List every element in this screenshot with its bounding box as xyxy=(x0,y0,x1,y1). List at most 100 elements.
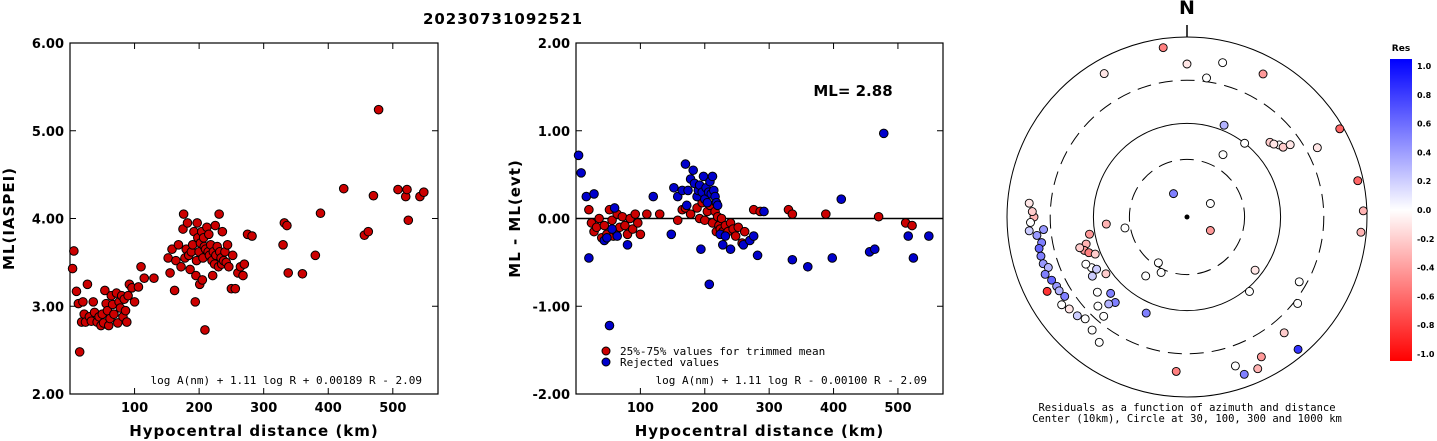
data-point xyxy=(129,297,140,307)
distance-ring xyxy=(1049,79,1325,355)
data-point xyxy=(707,171,718,182)
data-point xyxy=(924,231,934,241)
data-point xyxy=(787,254,798,265)
legend-marker xyxy=(601,357,611,367)
data-point xyxy=(609,203,620,213)
data-point xyxy=(200,325,210,335)
residual-point xyxy=(1104,299,1114,309)
residual-point xyxy=(1279,328,1289,338)
residual-point xyxy=(1171,366,1181,376)
colorbar xyxy=(1390,59,1412,361)
data-point xyxy=(191,270,201,281)
x-tick-label: 200 xyxy=(186,401,213,416)
residual-point xyxy=(1219,120,1229,130)
data-point xyxy=(903,231,914,241)
data-point xyxy=(612,231,623,241)
colorbar-tick-label: 1.0 xyxy=(1417,62,1432,71)
x-axis-label: Hypocentral distance (km) xyxy=(129,422,379,440)
distance-ring xyxy=(1092,122,1282,312)
data-point xyxy=(821,209,831,219)
data-point xyxy=(139,273,150,283)
residual-point xyxy=(1245,287,1254,296)
data-point xyxy=(827,253,838,263)
data-point xyxy=(908,253,919,263)
residual-point xyxy=(1087,325,1097,335)
residual-point xyxy=(1253,364,1263,374)
colorbar-tick-label: -0.2 xyxy=(1417,235,1435,244)
data-point xyxy=(283,268,294,278)
data-point xyxy=(120,305,131,316)
data-point xyxy=(576,168,586,178)
x-tick-label: 100 xyxy=(121,401,148,416)
y-axis-label: ML - ML(evt) xyxy=(506,159,524,277)
x-tick-label: 100 xyxy=(627,401,654,416)
ml-annotation: ML= 2.88 xyxy=(813,82,892,100)
residual-point xyxy=(1153,258,1163,268)
residual-point xyxy=(1036,251,1046,261)
data-point xyxy=(702,197,713,208)
residual-point xyxy=(1092,264,1102,274)
data-point xyxy=(759,206,769,217)
x-tick-label: 200 xyxy=(691,401,718,416)
residual-point xyxy=(1294,277,1304,287)
legend-marker xyxy=(601,346,611,356)
residual-point xyxy=(1285,140,1295,150)
data-point xyxy=(368,190,379,201)
data-point xyxy=(171,255,181,266)
formula-text: log A(nm) + 1.11 log R - 0.00100 R - 2.0… xyxy=(655,374,927,387)
residual-point xyxy=(1101,269,1111,279)
data-point xyxy=(836,194,847,204)
figure-title: 20230731092521 xyxy=(423,10,583,28)
residual-point xyxy=(1094,337,1104,347)
residual-point xyxy=(1085,229,1094,239)
data-point xyxy=(363,226,374,237)
center-marker xyxy=(1184,214,1190,220)
residual-point xyxy=(1202,73,1211,83)
residual-point xyxy=(1099,311,1109,321)
residual-point xyxy=(1293,344,1303,354)
data-point xyxy=(591,222,602,233)
residual-point xyxy=(1240,138,1250,148)
data-point xyxy=(604,320,615,331)
data-point xyxy=(133,282,144,292)
data-point xyxy=(247,231,257,241)
data-point xyxy=(239,259,250,269)
y-tick-label: -1.00 xyxy=(533,300,570,315)
formula-text: log A(nm) + 1.11 log R + 0.00189 R - 2.0… xyxy=(150,374,422,387)
data-point xyxy=(718,240,728,250)
residual-point xyxy=(1081,259,1091,269)
data-point xyxy=(739,226,750,237)
data-point xyxy=(165,268,175,278)
residual-point xyxy=(1356,227,1366,237)
data-point xyxy=(738,240,749,250)
colorbar-tick-label: 0.6 xyxy=(1417,120,1432,129)
colorbar-tick-label: -0.4 xyxy=(1417,264,1435,273)
residual-point xyxy=(1054,286,1064,296)
data-point xyxy=(217,226,228,237)
data-point xyxy=(224,261,234,272)
data-point xyxy=(149,273,159,283)
data-point xyxy=(602,233,612,243)
residual-point xyxy=(1182,59,1192,69)
residual-point xyxy=(1099,69,1109,79)
residual-point xyxy=(1169,189,1178,199)
y-tick-label: 5.00 xyxy=(32,125,64,140)
colorbar-tick-label: 0.2 xyxy=(1417,177,1431,186)
data-point xyxy=(282,220,292,231)
data-point xyxy=(123,290,133,301)
data-point xyxy=(185,264,195,275)
data-point xyxy=(310,250,321,261)
y-tick-label: 3.00 xyxy=(32,300,64,315)
data-point xyxy=(403,215,414,226)
x-tick-label: 300 xyxy=(756,401,783,416)
residual-point xyxy=(1239,369,1249,379)
data-point xyxy=(620,220,630,231)
data-point xyxy=(607,224,617,234)
residual-point xyxy=(1293,298,1303,308)
data-point xyxy=(622,240,633,250)
ml-vs-distance-plot: 2.00 3.00 4.00 5.00 6.00 100 200 300 400 500Hypoc… xyxy=(0,37,439,440)
residual-point xyxy=(1072,311,1082,321)
data-point xyxy=(204,229,214,240)
data-point xyxy=(642,209,652,219)
data-point xyxy=(720,231,731,241)
